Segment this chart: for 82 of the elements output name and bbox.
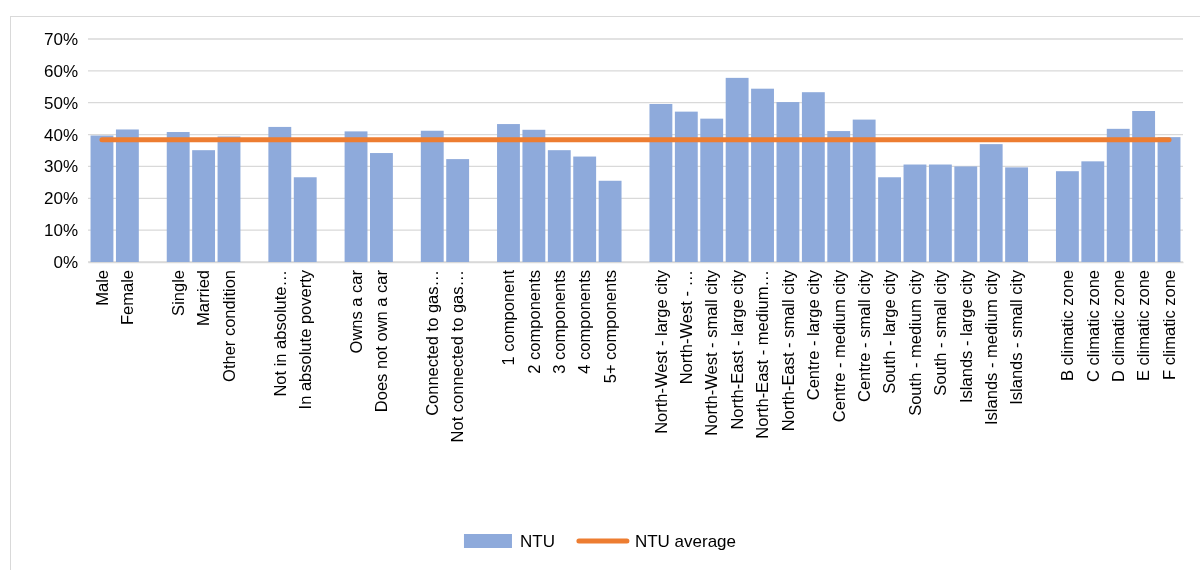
x-tick-label: Does not own a car (372, 269, 391, 413)
x-tick-label: Connected to gas… (423, 270, 442, 416)
legend-label: NTU (519, 531, 555, 551)
x-tick-label: In absolute poverty (296, 269, 314, 410)
bar (1055, 171, 1079, 262)
y-tick-label: 20% (43, 189, 78, 209)
y-tick-label: 30% (43, 157, 78, 177)
bar (776, 102, 800, 262)
y-tick-label: 60% (43, 61, 78, 81)
y-tick-label: 40% (43, 125, 78, 145)
x-tick-label: Centre - small city (854, 269, 873, 403)
bar (1081, 161, 1105, 262)
bar (420, 130, 444, 262)
bar (370, 153, 393, 262)
bar (954, 166, 978, 262)
bar (573, 156, 597, 262)
y-tick-label: 70% (43, 29, 78, 49)
x-tick-label: D climatic zone (1108, 270, 1127, 382)
y-tick-label: 0% (53, 252, 78, 272)
bar (217, 136, 241, 262)
bar (979, 144, 1003, 262)
x-tick-label: North-East - small city (778, 269, 797, 432)
x-tick-label: Married (194, 270, 213, 326)
bar (801, 92, 825, 262)
x-tick-label: Male (92, 270, 111, 306)
bar (1106, 128, 1130, 262)
x-tick-label: North-West - small city (702, 269, 721, 436)
bar (725, 77, 749, 262)
x-tick-label: 3 components (550, 270, 569, 374)
x-tick-label: Not in absolute… (270, 270, 289, 397)
legend-label: NTU average (634, 531, 737, 551)
bar (1132, 111, 1156, 262)
bar (547, 150, 571, 262)
bar (115, 129, 139, 262)
bar (293, 177, 317, 262)
y-tick-label: 50% (43, 93, 78, 113)
x-tick-label: North-East - large city (727, 269, 746, 430)
bar (522, 129, 546, 262)
x-tick-label: 5+ components (600, 270, 619, 384)
bar (497, 124, 520, 262)
bar (90, 135, 114, 262)
x-tick-label: Other condition (219, 270, 238, 382)
x-tick-label: South - medium city (905, 269, 924, 416)
x-tick-label: North-West - large city (651, 269, 670, 434)
x-tick-label: Female (118, 270, 137, 326)
x-tick-label: Islands - large city (956, 269, 975, 403)
x-tick-label: 1 component (499, 269, 518, 366)
x-tick-label: Centre - medium city (829, 269, 848, 423)
bar (751, 88, 774, 262)
bar (1157, 137, 1181, 262)
bar (827, 131, 851, 262)
bar (852, 119, 876, 262)
x-tick-label: Owns a car (346, 269, 365, 354)
bar (598, 180, 622, 262)
x-tick-label: B climatic zone (1058, 270, 1077, 381)
x-tick-label: Islands - medium city (981, 269, 1000, 425)
x-tick-label: F climatic zone (1159, 270, 1178, 381)
x-tick-label: North-East - medium… (753, 270, 772, 439)
x-tick-label: Single (168, 270, 187, 316)
bar (344, 131, 368, 262)
bar (649, 103, 673, 262)
bar (674, 111, 698, 262)
x-tick-label: C climatic zone (1083, 270, 1102, 382)
x-tick-label: Centre - large city (804, 269, 823, 401)
x-tick-label: North-West - … (677, 270, 696, 385)
bar (903, 164, 927, 262)
bar (192, 150, 216, 262)
x-tick-label: 2 components (524, 270, 543, 374)
bar (446, 159, 470, 262)
x-tick-label: 4 components (575, 270, 594, 374)
x-tick-label: Islands - small city (1007, 269, 1026, 405)
bar (700, 118, 724, 262)
bar (928, 164, 952, 262)
bar (166, 132, 190, 262)
y-tick-label: 10% (43, 221, 78, 241)
bar (268, 126, 292, 262)
bar (1005, 167, 1029, 262)
x-tick-label: South - large city (880, 269, 899, 394)
x-tick-label: Not connected to gas… (448, 270, 467, 443)
x-tick-label: E climatic zone (1134, 270, 1153, 381)
x-tick-label: South - small city (931, 269, 950, 396)
bar (878, 177, 901, 262)
